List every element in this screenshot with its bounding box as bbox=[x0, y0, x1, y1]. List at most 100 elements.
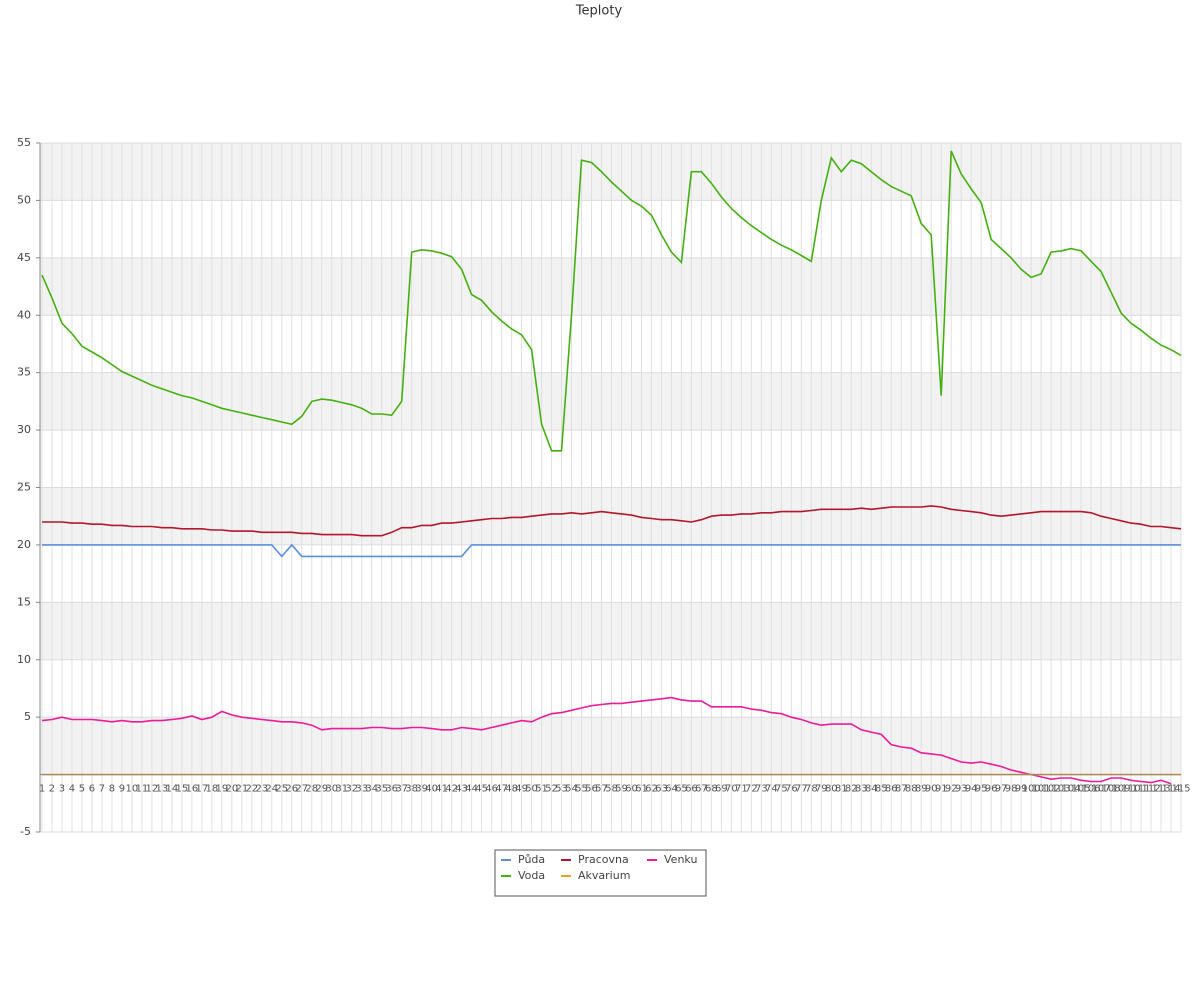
x-tick-label: 91 bbox=[935, 784, 948, 795]
x-tick-label: 102 bbox=[1042, 784, 1061, 795]
y-tick-label: 40 bbox=[17, 308, 31, 321]
x-tick-label: 50 bbox=[525, 784, 538, 795]
x-tick-label: 40 bbox=[425, 784, 438, 795]
x-tick-label: 21 bbox=[235, 784, 248, 795]
x-tick-label: 78 bbox=[805, 784, 818, 795]
x-tick-label: 115 bbox=[1171, 784, 1190, 795]
x-tick-label: 19 bbox=[215, 784, 228, 795]
x-tick-label: 61 bbox=[635, 784, 648, 795]
x-tick-label: 12 bbox=[146, 784, 159, 795]
x-tick-label: 51 bbox=[535, 784, 548, 795]
x-tick-label: 36 bbox=[385, 784, 398, 795]
x-tick-label: 11 bbox=[136, 784, 149, 795]
x-tick-label: 2 bbox=[49, 784, 55, 795]
x-tick-label: 20 bbox=[225, 784, 238, 795]
x-tick-label: 63 bbox=[655, 784, 668, 795]
x-tick-label: 7 bbox=[99, 784, 105, 795]
x-tick-label: 105 bbox=[1072, 784, 1091, 795]
grid-band bbox=[40, 487, 1181, 545]
x-tick-label: 77 bbox=[795, 784, 808, 795]
x-tick-label: 66 bbox=[685, 784, 698, 795]
legend-label: Akvarium bbox=[578, 869, 630, 882]
y-tick-label: 35 bbox=[17, 366, 31, 379]
x-tick-label: 42 bbox=[445, 784, 458, 795]
x-tick-label: 101 bbox=[1032, 784, 1051, 795]
series-line bbox=[42, 505, 1182, 537]
x-tick-label: 41 bbox=[435, 784, 448, 795]
x-tick-label: 25 bbox=[275, 784, 288, 795]
x-tick-label: 113 bbox=[1151, 784, 1170, 795]
x-tick-label: 46 bbox=[485, 784, 498, 795]
x-tick-label: 33 bbox=[355, 784, 368, 795]
x-tick-label: 94 bbox=[965, 784, 978, 795]
x-tick-label: 84 bbox=[865, 784, 878, 795]
x-tick-label: 37 bbox=[395, 784, 408, 795]
y-tick-label: -5 bbox=[20, 825, 31, 838]
legend-label: Půda bbox=[518, 853, 545, 866]
grid-band bbox=[40, 717, 1181, 775]
x-tick-label: 73 bbox=[755, 784, 768, 795]
x-tick-label: 67 bbox=[695, 784, 708, 795]
x-tick-label: 95 bbox=[975, 784, 988, 795]
y-tick-label: 10 bbox=[17, 653, 31, 666]
series-line bbox=[42, 543, 1181, 558]
legend-label: Voda bbox=[518, 869, 545, 882]
x-tick-label: 104 bbox=[1062, 784, 1081, 795]
x-tick-label: 15 bbox=[176, 784, 189, 795]
x-tick-label: 48 bbox=[505, 784, 518, 795]
x-tick-label: 62 bbox=[645, 784, 658, 795]
grid-band bbox=[40, 143, 1181, 201]
x-tick-label: 9 bbox=[119, 784, 125, 795]
x-tick-label: 106 bbox=[1082, 784, 1101, 795]
x-tick-label: 47 bbox=[495, 784, 508, 795]
x-tick-label: 39 bbox=[415, 784, 428, 795]
y-tick-label: 5 bbox=[24, 710, 31, 723]
x-tick-label: 60 bbox=[625, 784, 638, 795]
x-tick-label: 75 bbox=[775, 784, 788, 795]
x-tick-label: 53 bbox=[555, 784, 568, 795]
y-tick-label: 55 bbox=[17, 136, 31, 149]
x-tick-label: 76 bbox=[785, 784, 798, 795]
x-tick-label: 32 bbox=[345, 784, 358, 795]
y-tick-label: 25 bbox=[17, 481, 31, 494]
x-tick-label: 6 bbox=[89, 784, 95, 795]
y-tick-label: 20 bbox=[17, 538, 31, 551]
x-tick-label: 103 bbox=[1052, 784, 1071, 795]
x-tick-label: 82 bbox=[845, 784, 858, 795]
x-tick-label: 71 bbox=[735, 784, 748, 795]
x-tick-label: 64 bbox=[665, 784, 678, 795]
x-tick-label: 65 bbox=[675, 784, 688, 795]
x-tick-label: 70 bbox=[725, 784, 738, 795]
x-tick-label: 13 bbox=[156, 784, 169, 795]
x-tick-label: 43 bbox=[455, 784, 468, 795]
x-tick-label: 92 bbox=[945, 784, 958, 795]
legend: Půda Pracovna Venku Voda Akvarium bbox=[494, 849, 707, 897]
y-tick-label: 50 bbox=[17, 193, 31, 206]
x-tick-label: 52 bbox=[545, 784, 558, 795]
x-tick-label: 72 bbox=[745, 784, 758, 795]
x-tick-label: 56 bbox=[585, 784, 598, 795]
x-tick-label: 85 bbox=[875, 784, 888, 795]
legend-box bbox=[494, 849, 707, 897]
x-tick-label: 111 bbox=[1131, 784, 1150, 795]
x-tick-label: 44 bbox=[465, 784, 478, 795]
x-tick-label: 90 bbox=[925, 784, 938, 795]
x-tick-label: 30 bbox=[325, 784, 338, 795]
y-tick-label: 15 bbox=[17, 595, 31, 608]
x-tick-label: 79 bbox=[815, 784, 828, 795]
x-tick-label: 57 bbox=[595, 784, 608, 795]
x-tick-label: 93 bbox=[955, 784, 968, 795]
x-tick-label: 99 bbox=[1015, 784, 1028, 795]
x-tick-label: 35 bbox=[375, 784, 388, 795]
legend-label: Pracovna bbox=[578, 853, 629, 866]
x-tick-label: 68 bbox=[705, 784, 718, 795]
x-tick-label: 24 bbox=[265, 784, 278, 795]
x-tick-label: 22 bbox=[245, 784, 258, 795]
plot-background bbox=[40, 142, 1182, 833]
x-tick-label: 54 bbox=[565, 784, 578, 795]
x-tick-label: 28 bbox=[305, 784, 318, 795]
x-tick-label: 69 bbox=[715, 784, 728, 795]
x-tick-label: 17 bbox=[195, 784, 208, 795]
